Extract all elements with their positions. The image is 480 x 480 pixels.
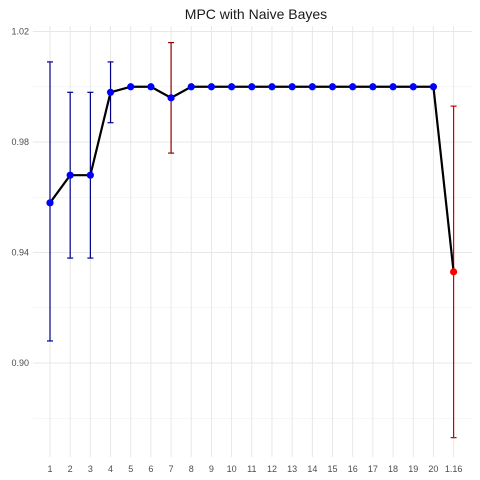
data-point — [430, 83, 437, 90]
x-tick-label: 4 — [108, 464, 113, 474]
data-point — [248, 83, 255, 90]
x-tick-label: 8 — [189, 464, 194, 474]
data-point — [389, 83, 396, 90]
x-tick-label: 6 — [148, 464, 153, 474]
data-point — [268, 83, 275, 90]
y-tick-label: 1.02 — [11, 27, 29, 37]
x-axis: 1 2 3 4 5 6 7 8 9 10 11 12 13 14 15 16 17 18 19 20 1.16 — [47, 464, 462, 474]
data-point — [349, 83, 356, 90]
x-tick-label: 11 — [247, 464, 256, 474]
x-tick-label: 7 — [169, 464, 174, 474]
x-tick-label: 1 — [47, 464, 52, 474]
y-tick-label: 0.90 — [11, 358, 29, 368]
data-point — [208, 83, 215, 90]
y-axis: 0.90 0.94 0.98 1.02 — [11, 27, 29, 369]
y-tick-label: 0.94 — [11, 248, 29, 258]
x-tick-label: 14 — [307, 464, 317, 474]
data-point — [87, 172, 94, 179]
data-point — [329, 83, 336, 90]
x-tick-label: 9 — [209, 464, 214, 474]
data-point — [107, 89, 114, 96]
x-tick-label: 1.16 — [445, 464, 463, 474]
data-point — [228, 83, 235, 90]
data-point — [450, 268, 457, 275]
chart-title: MPC with Naive Bayes — [185, 6, 327, 22]
x-tick-label: 16 — [348, 464, 358, 474]
data-point — [127, 83, 134, 90]
grid — [33, 26, 472, 457]
data-point — [188, 83, 195, 90]
x-tick-label: 5 — [128, 464, 133, 474]
data-point — [167, 94, 174, 101]
data-point — [67, 172, 74, 179]
data-point — [369, 83, 376, 90]
data-point — [46, 199, 53, 206]
x-tick-label: 15 — [328, 464, 338, 474]
y-tick-label: 0.98 — [11, 137, 29, 147]
data-point — [289, 83, 296, 90]
x-tick-label: 10 — [227, 464, 237, 474]
x-tick-label: 18 — [388, 464, 398, 474]
x-tick-label: 3 — [88, 464, 93, 474]
x-tick-label: 13 — [287, 464, 297, 474]
x-tick-label: 19 — [408, 464, 418, 474]
data-point — [410, 83, 417, 90]
x-tick-label: 2 — [68, 464, 73, 474]
x-tick-label: 17 — [368, 464, 378, 474]
x-tick-label: 20 — [428, 464, 438, 474]
data-point — [147, 83, 154, 90]
data-point — [309, 83, 316, 90]
x-tick-label: 12 — [267, 464, 277, 474]
